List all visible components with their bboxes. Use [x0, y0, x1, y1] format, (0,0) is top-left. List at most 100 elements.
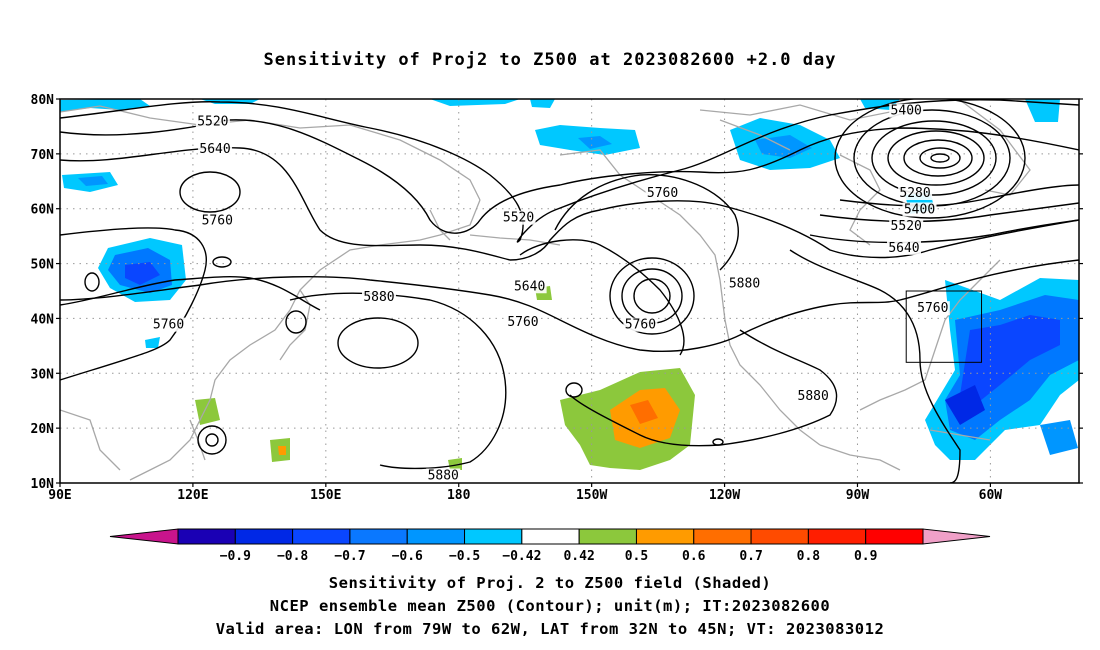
lon-label: 90E — [48, 488, 71, 503]
shade-west-core — [78, 176, 108, 186]
lat-label: 30N — [31, 367, 55, 382]
coast-gulf — [859, 379, 926, 411]
coast-aleutians — [469, 234, 561, 246]
colorbar-swatch — [750, 528, 809, 545]
contour-labels: 5520 5640 5760 5760 5880 5520 5640 5760 5760 5760… — [151, 103, 950, 484]
shade-greenland — [1025, 99, 1060, 122]
shade-atlantic-deep — [945, 385, 985, 425]
contour-alaska-ridge — [554, 173, 739, 271]
contour-polar-low-7 — [930, 153, 950, 163]
contour-label-bg — [902, 202, 937, 217]
contour-5760-asia — [60, 227, 207, 381]
coast-arctic-islands — [719, 119, 791, 151]
contour-east-5520 — [819, 202, 1079, 223]
coast-asia-arctic — [60, 105, 481, 201]
lat-label: 70N — [31, 148, 55, 163]
contour-high-pacific-inner — [337, 317, 419, 369]
contour-polar-low-3 — [871, 120, 997, 196]
contour-label: 5760 — [625, 318, 656, 333]
contour-5760-north — [60, 146, 1079, 261]
shade-atlantic-se — [1040, 420, 1078, 455]
contour-label-bg — [361, 290, 396, 305]
shade-alaska-core — [578, 136, 612, 149]
contour-label-bg — [151, 317, 186, 332]
colorbar-swatch — [635, 528, 695, 545]
contour-label: 5760 — [647, 186, 678, 201]
contour-small-2 — [84, 272, 100, 292]
shade-orange-pac1 — [278, 446, 286, 455]
shade-redorange-hawaii — [630, 400, 658, 424]
contour-polar-low-6 — [919, 147, 961, 169]
contour-low-pacific-mid — [621, 268, 683, 324]
colorbar-swatch — [464, 528, 523, 545]
contour-label-bg — [886, 240, 921, 255]
contour-label-bg — [200, 213, 235, 228]
contour-label: 5760 — [202, 213, 233, 228]
coastlines — [60, 99, 1031, 481]
colorbar-tick-label: 0.7 — [739, 549, 762, 564]
lon-label: 90W — [846, 488, 870, 503]
coast-north-america-west — [719, 279, 821, 446]
contour-east-5400 — [839, 184, 1079, 207]
colorbar-swatch — [177, 528, 236, 545]
lon-label: 120E — [177, 488, 208, 503]
contour-label-bg — [426, 468, 461, 483]
colorbar-tick-label: −0.7 — [334, 549, 365, 564]
colorbar-swatch — [292, 528, 351, 545]
contour-polar-low-4 — [887, 130, 985, 186]
contour-polar-low-5 — [903, 139, 973, 177]
caption-contour: NCEP ensemble mean Z500 (Contour); unit(… — [269, 597, 831, 615]
coast-east-asia — [129, 199, 481, 481]
contour-label: 5400 — [891, 104, 922, 119]
contour-east-5640 — [809, 219, 1079, 244]
contour-label-bg — [195, 114, 230, 129]
contour-label-bg — [727, 276, 762, 291]
lat-label: 20N — [31, 422, 55, 437]
contour-small-1 — [212, 256, 232, 268]
lat-label: 10N — [31, 477, 55, 492]
contour-label: 5400 — [904, 202, 935, 217]
colorbar-swatch — [521, 528, 580, 545]
colorbar-tick-label: −0.42 — [502, 549, 541, 564]
colorbar-tick-label: 0.9 — [854, 549, 877, 564]
caption-shading: Sensitivity of Proj. 2 to Z500 field (Sh… — [328, 574, 772, 592]
shade-green-pac2 — [448, 458, 462, 470]
caption-valid-area: Valid area: LON from 79W to 62W, LAT fro… — [215, 620, 885, 638]
contour-label-bg — [645, 186, 680, 200]
colorbar-swatch — [807, 528, 867, 545]
shade-asia-core — [125, 262, 160, 285]
contour-label: 5520 — [197, 115, 228, 130]
contour-label: 5880 — [729, 277, 760, 292]
contour-5880-asia — [60, 259, 1079, 353]
contour-small-6 — [565, 382, 583, 398]
contour-label-bg — [889, 218, 924, 233]
contour-label-bg — [512, 279, 547, 294]
latitude-labels: 80N 70N 60N 50N 40N 30N 20N 10N — [31, 93, 1083, 492]
contour-asia-cell — [179, 171, 241, 213]
colorbar-tick-label: −0.9 — [220, 549, 251, 564]
contour-label-bg — [505, 314, 540, 329]
coast-alaska — [559, 149, 721, 281]
contour-5640-west — [60, 119, 1079, 234]
contour-label: 5760 — [917, 301, 948, 316]
colorbar-swatch — [349, 528, 408, 545]
colorbar-swatch — [865, 528, 924, 545]
coast-india-china — [60, 409, 121, 471]
lon-label: 60W — [979, 488, 1003, 503]
contour-small-4 — [197, 425, 227, 455]
coast-central-america — [819, 444, 901, 471]
lat-label: 60N — [31, 203, 55, 218]
z500-contours — [60, 99, 1079, 483]
colorbar-tick-label: 0.8 — [797, 549, 821, 564]
shade-atlantic-core — [960, 315, 1060, 405]
contour-label-bg — [915, 301, 950, 316]
contour-polar-low-1 — [834, 99, 1026, 219]
contour-small-7 — [712, 438, 724, 446]
colorbar-swatch — [693, 528, 752, 545]
colorbar-swatch — [406, 528, 466, 545]
colorbar-extend-left — [109, 528, 179, 545]
lat-label: 50N — [31, 258, 55, 273]
shade-bering — [530, 99, 555, 108]
colorbar-swatch — [234, 528, 294, 545]
